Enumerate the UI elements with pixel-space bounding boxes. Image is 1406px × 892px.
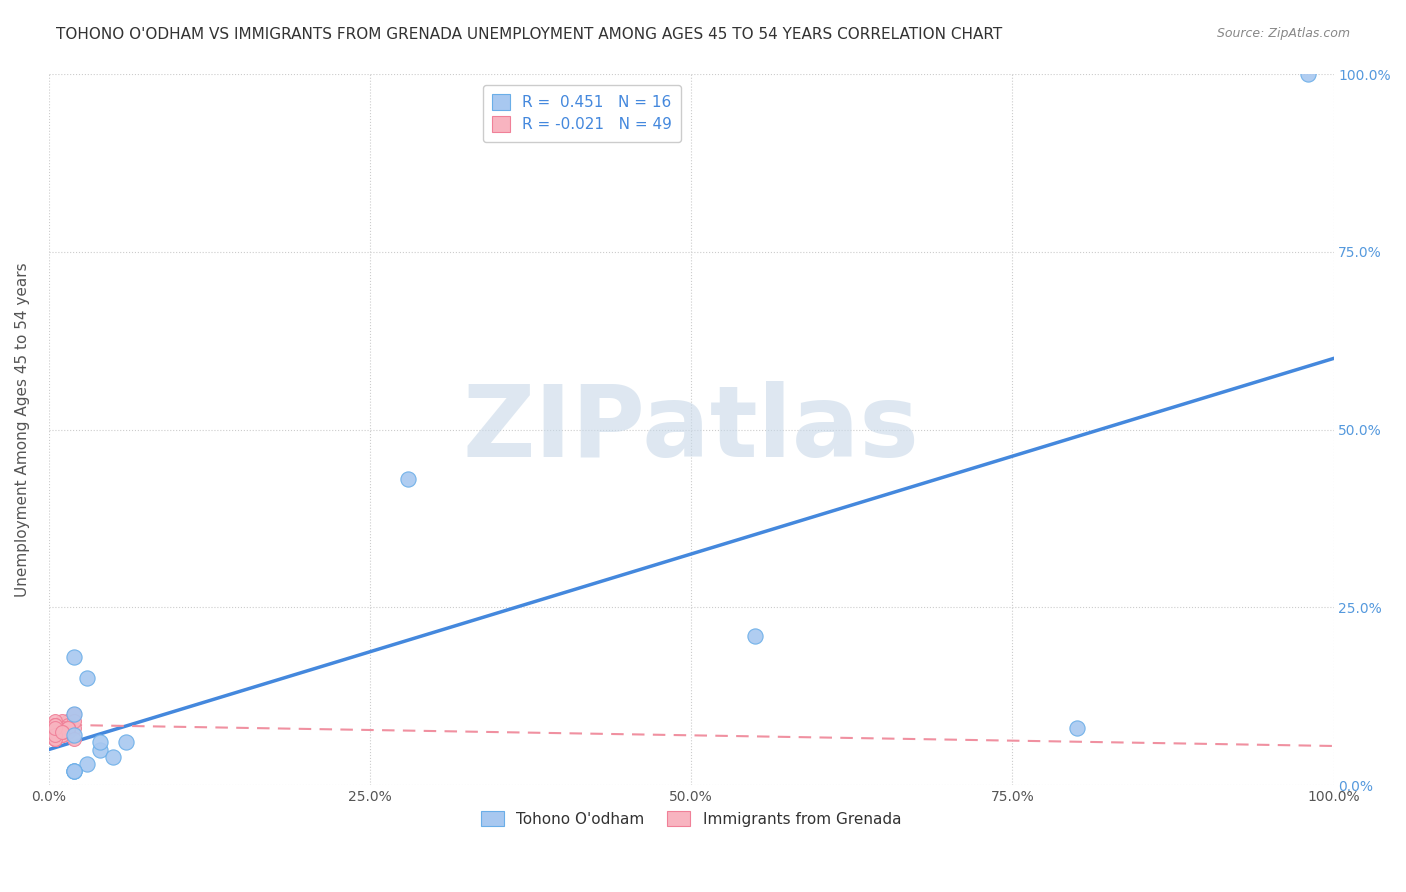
Point <box>744 629 766 643</box>
Point <box>63 728 86 742</box>
Point <box>56 714 79 728</box>
Point <box>56 724 79 739</box>
Point <box>63 706 86 721</box>
Point <box>398 472 420 486</box>
Text: ZIPatlas: ZIPatlas <box>463 381 920 478</box>
Point <box>76 756 98 771</box>
Point <box>51 724 73 739</box>
Legend: Tohono O'odham, Immigrants from Grenada: Tohono O'odham, Immigrants from Grenada <box>474 803 908 834</box>
Point <box>63 721 86 735</box>
Text: TOHONO O'ODHAM VS IMMIGRANTS FROM GRENADA UNEMPLOYMENT AMONG AGES 45 TO 54 YEARS: TOHONO O'ODHAM VS IMMIGRANTS FROM GRENAD… <box>56 27 1002 42</box>
Point <box>56 721 79 735</box>
Point <box>89 735 111 749</box>
Point <box>56 714 79 728</box>
Point <box>44 717 66 731</box>
Point <box>51 721 73 735</box>
Point <box>51 728 73 742</box>
Point <box>63 714 86 728</box>
Point <box>56 721 79 735</box>
Point <box>44 731 66 746</box>
Point <box>63 706 86 721</box>
Point <box>44 717 66 731</box>
Point <box>63 706 86 721</box>
Point <box>56 721 79 735</box>
Point <box>44 721 66 735</box>
Point <box>63 706 86 721</box>
Point <box>76 672 98 686</box>
Point <box>51 724 73 739</box>
Y-axis label: Unemployment Among Ages 45 to 54 years: Unemployment Among Ages 45 to 54 years <box>15 262 30 597</box>
Point <box>44 717 66 731</box>
Point <box>44 724 66 739</box>
Point <box>44 717 66 731</box>
Point <box>51 721 73 735</box>
Point <box>44 731 66 746</box>
Point <box>63 650 86 665</box>
Point <box>44 717 66 731</box>
Point <box>44 721 66 735</box>
Point <box>56 717 79 731</box>
Point <box>44 721 66 735</box>
Point <box>63 764 86 778</box>
Point <box>44 728 66 742</box>
Point <box>51 724 73 739</box>
Point <box>44 728 66 742</box>
Point <box>63 764 86 778</box>
Point <box>89 742 111 756</box>
Point <box>44 717 66 731</box>
Point <box>44 731 66 746</box>
Point <box>56 724 79 739</box>
Point <box>51 724 73 739</box>
Point <box>56 721 79 735</box>
Point <box>101 749 124 764</box>
Point <box>44 714 66 728</box>
Point <box>51 728 73 742</box>
Point <box>44 731 66 746</box>
Point <box>114 735 136 749</box>
Point <box>1066 721 1088 735</box>
Point <box>44 728 66 742</box>
Text: Source: ZipAtlas.com: Source: ZipAtlas.com <box>1216 27 1350 40</box>
Point <box>51 714 73 728</box>
Point <box>44 717 66 731</box>
Point <box>1296 67 1319 81</box>
Point <box>51 728 73 742</box>
Point <box>51 724 73 739</box>
Point <box>63 764 86 778</box>
Point <box>51 724 73 739</box>
Point <box>51 724 73 739</box>
Point <box>63 731 86 746</box>
Point <box>44 717 66 731</box>
Point <box>44 731 66 746</box>
